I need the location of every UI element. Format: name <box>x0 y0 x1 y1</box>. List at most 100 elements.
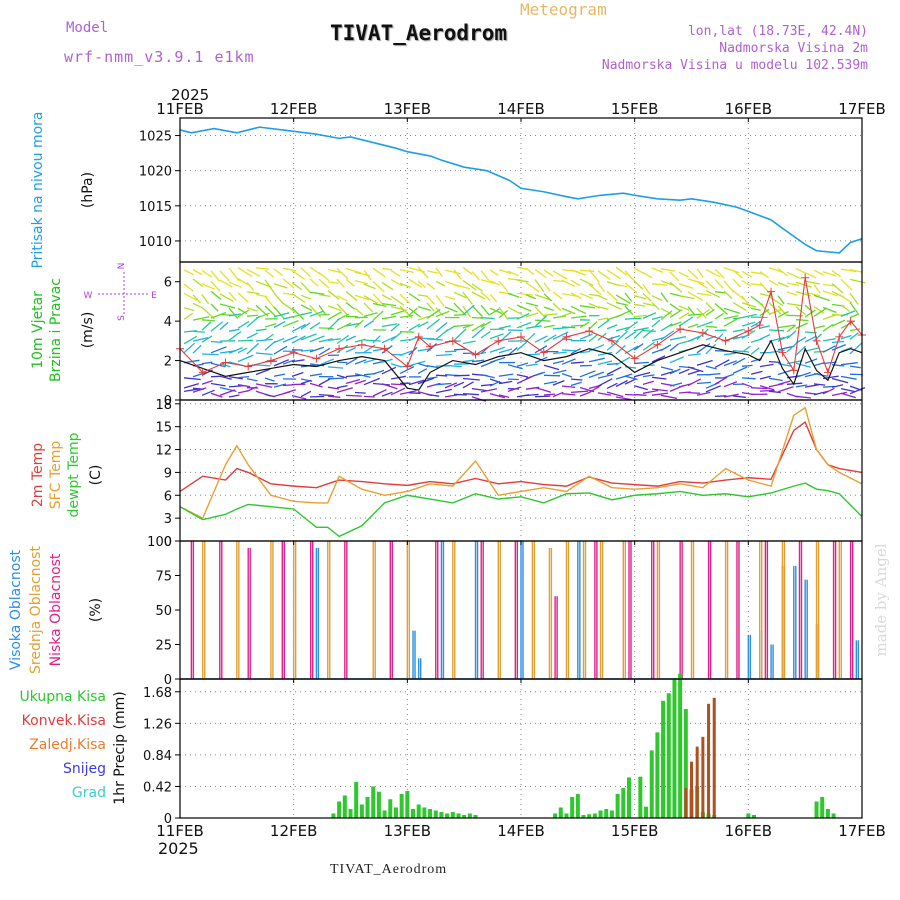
wind-barb <box>615 356 631 366</box>
precip-tick-label: 0.84 <box>143 749 172 764</box>
wind-barb <box>786 330 797 340</box>
wind-barb <box>318 327 334 330</box>
wind-barb <box>768 267 783 273</box>
wind-barb <box>426 295 435 305</box>
wind-barb <box>417 321 429 328</box>
wind-barb <box>624 317 642 320</box>
pressure-tick-label: 1020 <box>139 165 172 180</box>
wind-barb <box>669 384 685 392</box>
temp-tick-label: 15 <box>155 421 172 436</box>
wind-barb <box>417 280 427 289</box>
temp-tick-label: 6 <box>164 489 172 504</box>
wind-barb <box>615 373 633 380</box>
wind-barb <box>624 321 638 332</box>
wind-barb <box>426 270 439 274</box>
wind-barb <box>732 328 745 333</box>
precip-legend-entry: Zaledj.Kisa <box>29 737 106 753</box>
wind-barb <box>237 347 248 354</box>
wind-barb <box>534 395 551 398</box>
wind-barb <box>201 389 215 396</box>
pressure-axis-title: Pritisak na nivou mora <box>30 111 46 268</box>
wind-barb <box>282 292 295 296</box>
wind-barb <box>687 313 705 316</box>
temp-series-line <box>179 406 863 520</box>
wind-tick-label: 2 <box>164 355 172 370</box>
wind-barb <box>732 290 746 301</box>
wind-barb <box>507 292 520 298</box>
cloud-tick-label: 0 <box>164 673 172 688</box>
wind-barb <box>219 303 236 309</box>
wind-barb <box>849 278 866 284</box>
wind-barb <box>714 333 724 343</box>
wind-barb <box>768 329 785 332</box>
wind-barb <box>291 335 306 344</box>
wind-barb <box>651 392 669 396</box>
wind-gust-marker <box>244 362 253 371</box>
temp-tick-label: 18 <box>155 398 172 413</box>
wind-barb <box>462 381 474 389</box>
wind-barb <box>660 344 672 352</box>
wind-barb <box>534 293 551 301</box>
wind-barb <box>399 268 414 274</box>
wind-barb <box>345 357 358 366</box>
wind-barb <box>633 295 647 300</box>
wind-barb <box>651 376 667 380</box>
wind-barb <box>516 375 533 385</box>
wind-barb <box>435 328 449 340</box>
wind-barb <box>453 302 466 315</box>
cloud-tick-label: 50 <box>155 604 172 619</box>
wind-barb <box>588 333 599 343</box>
wind-barb <box>309 373 323 377</box>
wind-barb <box>237 375 250 379</box>
wind-barb <box>813 269 824 276</box>
wind-barb <box>633 385 648 391</box>
wind-barb <box>318 347 331 356</box>
wind-barb <box>183 388 201 393</box>
wind-barb <box>723 266 740 274</box>
wind-barb <box>489 269 499 276</box>
wind-barb <box>633 371 651 378</box>
wind-barb <box>651 295 663 301</box>
wind-barb <box>660 323 673 332</box>
precip-bar <box>638 776 643 818</box>
precip-bar <box>581 814 586 818</box>
precip-bar <box>592 813 597 818</box>
wind-barb <box>183 312 194 320</box>
wind-barb <box>453 393 467 396</box>
wind-barb <box>471 271 480 281</box>
wind-barb <box>822 306 837 314</box>
wind-barb <box>813 306 825 314</box>
wind-barb <box>219 270 230 282</box>
wind-barb <box>498 280 509 292</box>
wind-barb <box>462 323 474 329</box>
wind-gust-marker <box>653 340 662 349</box>
wind-barb <box>210 270 221 282</box>
wind-barb <box>219 375 232 380</box>
precip-bar <box>615 793 620 818</box>
wind-barb <box>381 302 397 307</box>
wind-barb <box>660 280 675 287</box>
wind-barb <box>462 359 475 363</box>
cloud-tick-label: 75 <box>155 570 172 585</box>
wind-barb <box>759 282 772 296</box>
wind-barb <box>696 391 711 396</box>
wind-barb <box>210 281 221 292</box>
wind-barb <box>318 358 335 366</box>
precip-conv-bar <box>684 787 688 818</box>
wind-barb <box>372 369 385 375</box>
wind-barb <box>732 269 743 279</box>
precip-tick-label: 1.26 <box>143 717 172 732</box>
wind-barb <box>840 295 853 304</box>
wind-barb <box>849 332 859 340</box>
wind-barb <box>597 392 612 396</box>
wind-barb <box>345 290 358 302</box>
wind-barb <box>336 295 349 302</box>
wind-barb <box>489 308 500 316</box>
wind-barb <box>552 379 565 386</box>
wind-gust-marker <box>607 336 616 345</box>
wind-barb <box>381 358 393 363</box>
wind-axis-title-2: Brzina i Pravac <box>48 278 64 382</box>
wind-barb <box>822 290 838 297</box>
wind-barb <box>201 379 213 385</box>
wind-barb <box>651 267 664 274</box>
